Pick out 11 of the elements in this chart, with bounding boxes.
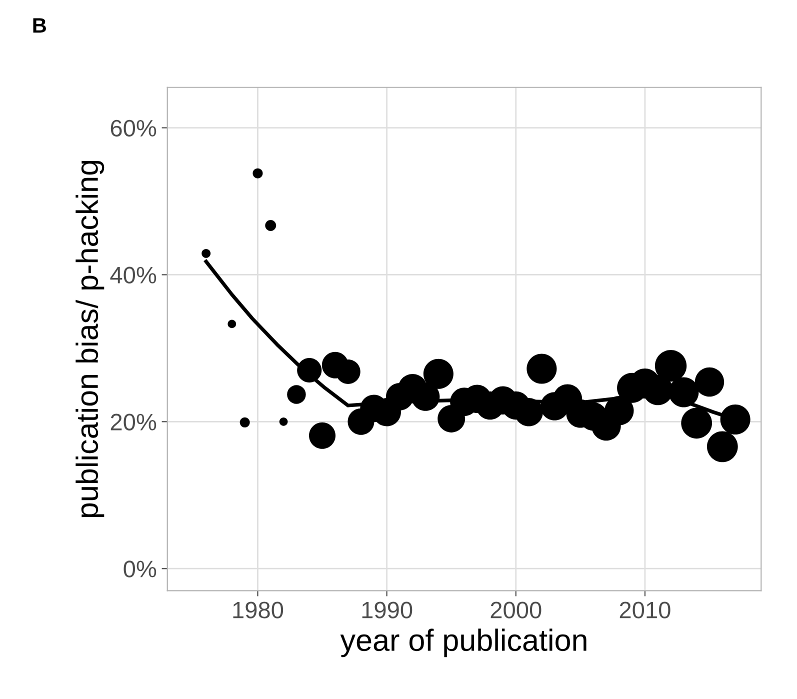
y-tick-label: 20% bbox=[110, 414, 156, 430]
y-tick-label: 60% bbox=[110, 120, 156, 137]
x-tick-label: 2000 bbox=[490, 602, 542, 618]
x-axis-title: year of publication bbox=[340, 628, 586, 658]
text: B bbox=[33, 18, 46, 33]
x-tick-label: 2010 bbox=[620, 602, 670, 618]
y-axis-title: publication bias/ p-hacking bbox=[76, 160, 104, 518]
y-tick-label: 40% bbox=[110, 266, 156, 284]
y-tick-label: 0% bbox=[124, 560, 156, 578]
x-tick-label: 1990 bbox=[362, 602, 412, 618]
x-tick-label: 1980 bbox=[233, 602, 284, 618]
